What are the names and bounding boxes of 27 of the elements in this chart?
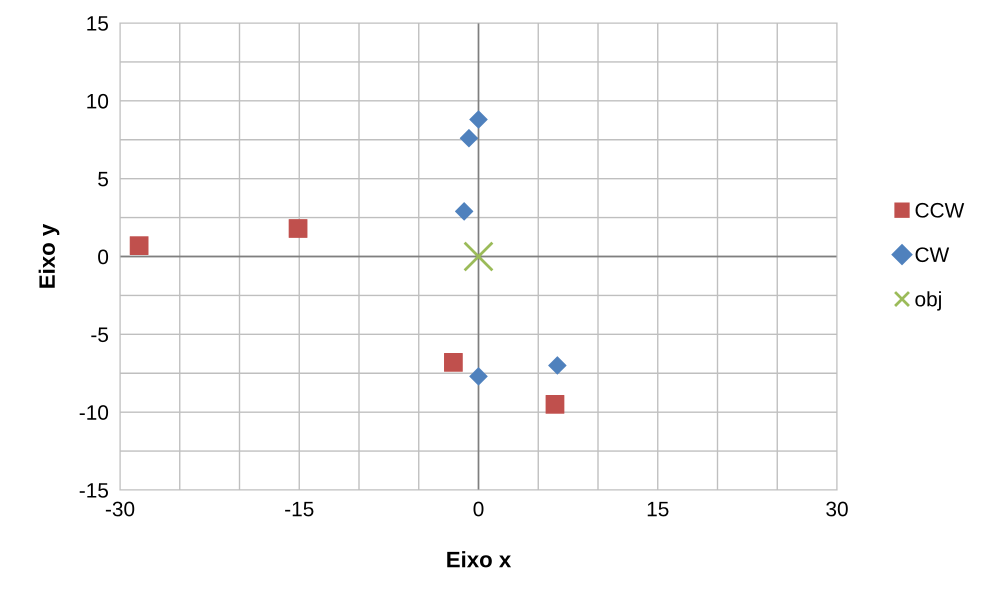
point <box>444 352 463 372</box>
legend-label: obj <box>915 291 941 311</box>
point <box>460 129 478 148</box>
y-tick-label: 10 <box>87 94 108 109</box>
point <box>454 202 474 221</box>
point <box>546 395 564 414</box>
y-tick-label: -15 <box>80 483 108 498</box>
x-axis-title: Eixo x <box>447 551 512 568</box>
y-tick-label: -5 <box>91 328 108 342</box>
point <box>130 236 148 255</box>
y-tick-label: 15 <box>87 16 108 31</box>
point <box>288 219 308 238</box>
x-tick-label: -15 <box>285 502 314 516</box>
x-tick-label: 0 <box>474 502 484 516</box>
x-tick-label: 30 <box>826 502 848 516</box>
x-tick-label: -30 <box>106 502 134 516</box>
legend-label: CCW <box>916 202 964 218</box>
point <box>463 241 494 272</box>
point <box>548 356 567 375</box>
x-tick-label: 15 <box>648 502 668 516</box>
point <box>469 367 488 386</box>
y-tick-label: 5 <box>98 172 108 186</box>
y-tick-label: -10 <box>80 405 108 420</box>
y-tick-label: 0 <box>98 250 108 264</box>
legend-label: CW <box>916 247 950 262</box>
point <box>469 110 488 129</box>
y-axis-title: Eixo y <box>38 224 60 288</box>
